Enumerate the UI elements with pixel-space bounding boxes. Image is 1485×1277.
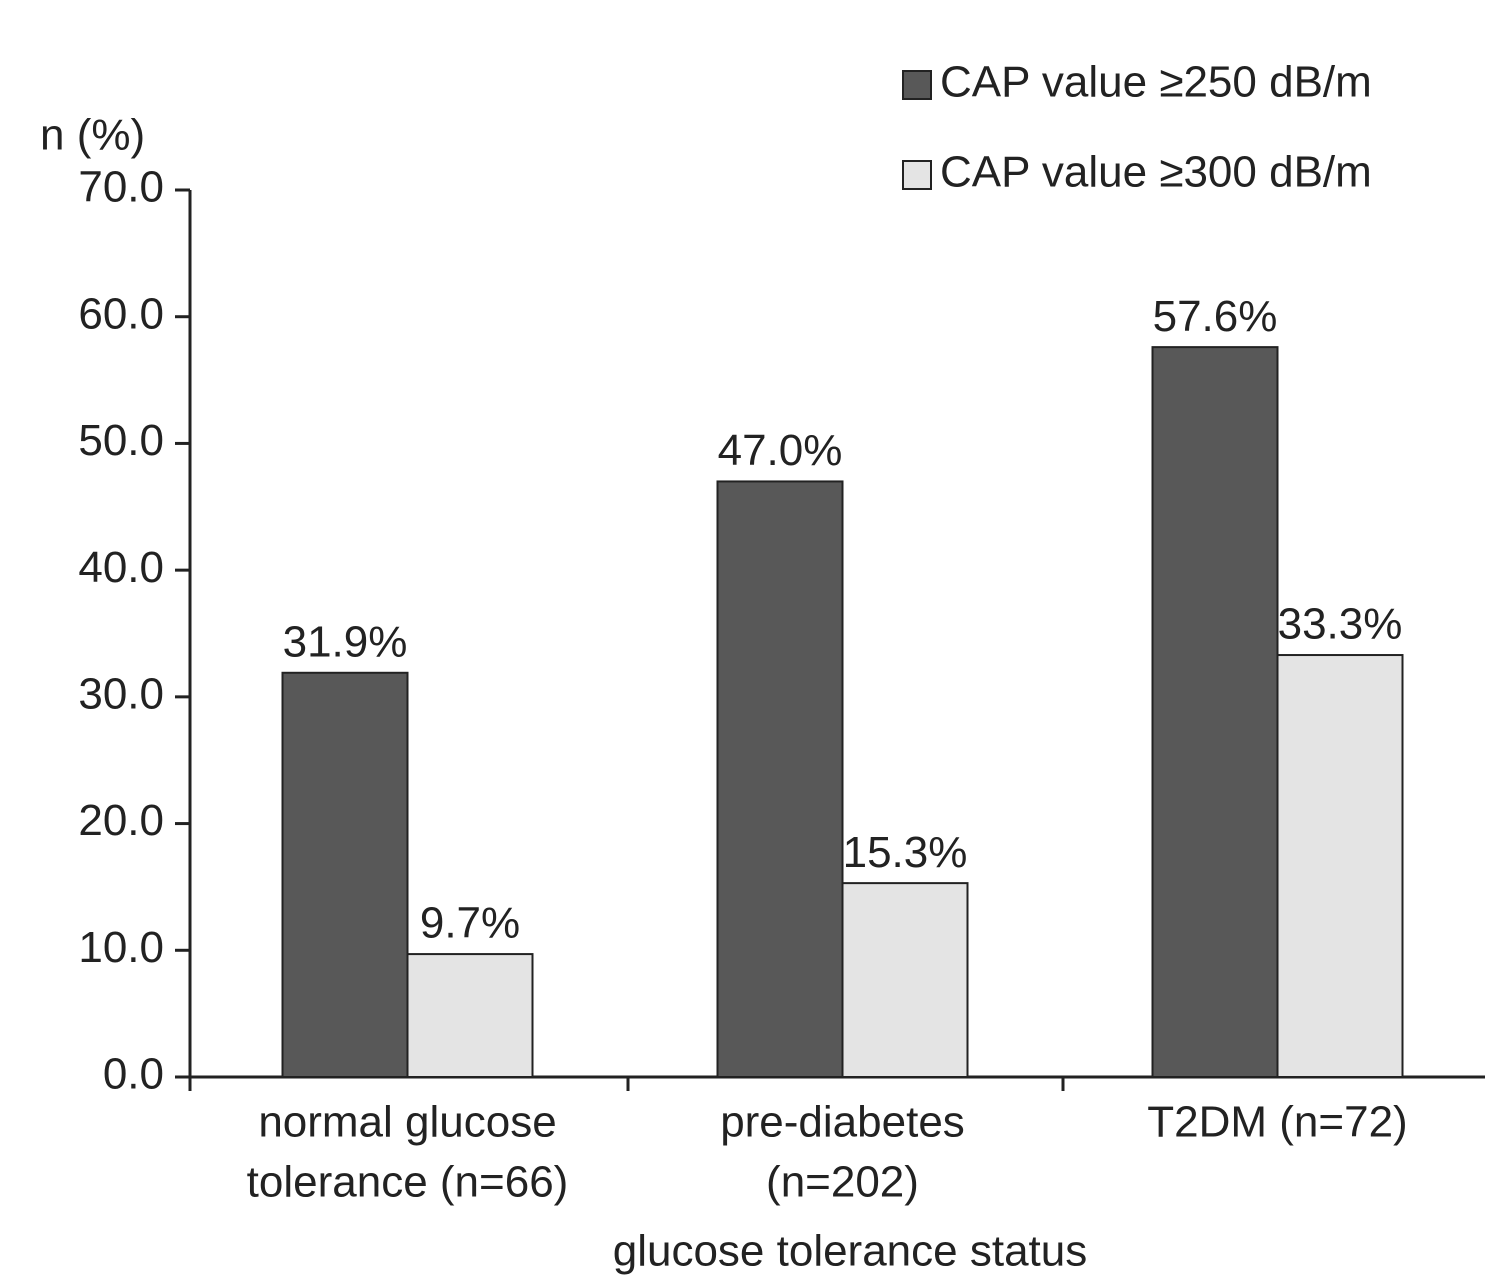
- x-tick-label: T2DM (n=72): [1147, 1098, 1407, 1147]
- value-label: 57.6%: [1153, 292, 1278, 341]
- value-label: 33.3%: [1278, 600, 1403, 649]
- x-tick-label: normal glucose: [258, 1098, 556, 1147]
- y-axis-label: n (%): [40, 111, 145, 160]
- legend-label: CAP value ≥300 dB/m: [940, 148, 1372, 197]
- bar: [1276, 654, 1404, 1078]
- value-label: 9.7%: [420, 899, 520, 948]
- y-tick-label: 20.0: [78, 796, 164, 845]
- bar: [716, 480, 844, 1078]
- y-tick-label: 40.0: [78, 543, 164, 592]
- x-tick-label: (n=202): [766, 1158, 919, 1207]
- bar: [406, 953, 534, 1079]
- bar: [281, 671, 409, 1078]
- legend-label: CAP value ≥250 dB/m: [940, 58, 1372, 107]
- y-tick-label: 60.0: [78, 289, 164, 338]
- y-tick-label: 10.0: [78, 923, 164, 972]
- x-axis-label: glucose tolerance status: [613, 1227, 1088, 1276]
- value-label: 47.0%: [718, 426, 843, 475]
- value-label: 31.9%: [283, 617, 408, 666]
- bar: [1151, 346, 1279, 1078]
- y-tick-label: 70.0: [78, 163, 164, 212]
- y-tick-label: 50.0: [78, 416, 164, 465]
- y-tick-label: 0.0: [103, 1050, 164, 1099]
- x-tick-label: pre-diabetes: [720, 1098, 965, 1147]
- y-tick-label: 30.0: [78, 669, 164, 718]
- legend-swatch: [902, 70, 932, 100]
- bar: [841, 882, 969, 1078]
- x-tick-label: tolerance (n=66): [247, 1158, 569, 1207]
- legend-swatch: [902, 160, 932, 190]
- value-label: 15.3%: [843, 828, 968, 877]
